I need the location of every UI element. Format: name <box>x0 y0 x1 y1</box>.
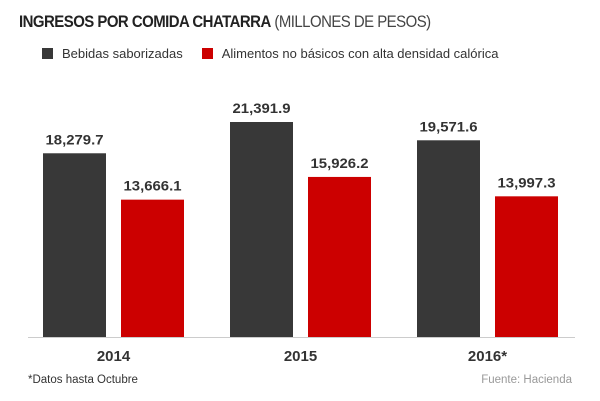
bar <box>121 199 184 337</box>
legend-swatch <box>42 48 53 59</box>
data-label: 13,666.1 <box>124 178 182 194</box>
footnote: *Datos hasta Octubre <box>28 374 138 386</box>
data-label: 18,279.7 <box>46 131 104 147</box>
bar <box>495 196 558 337</box>
data-label: 21,391.9 <box>233 100 291 116</box>
legend-item-alimentos: Alimentos no básicos con alta densidad c… <box>201 46 499 61</box>
source: Fuente: Hacienda <box>481 374 572 386</box>
x-tick-label: 2016* <box>468 348 507 365</box>
legend-label: Bebidas saborizadas <box>62 46 183 61</box>
bar <box>308 176 371 337</box>
data-label: 15,926.2 <box>311 155 369 171</box>
bar <box>43 153 106 337</box>
data-label: 13,997.3 <box>498 174 556 190</box>
x-tick-label: 2015 <box>284 348 317 365</box>
x-tick-label: 2014 <box>97 348 131 365</box>
chart-title: INGRESOS POR COMIDA CHATARRA (MILLONES D… <box>19 12 431 32</box>
bar <box>230 122 293 337</box>
title-main: INGRESOS POR COMIDA CHATARRA <box>19 12 271 31</box>
legend: Bebidas saborizadas Alimentos no básicos… <box>42 46 517 61</box>
bar <box>417 140 480 337</box>
legend-item-bebidas: Bebidas saborizadas <box>42 46 183 61</box>
legend-label: Alimentos no básicos con alta densidad c… <box>221 46 499 61</box>
data-label: 19,571.6 <box>420 118 478 134</box>
legend-swatch <box>201 48 213 59</box>
title-subtitle: (MILLONES DE PESOS) <box>274 12 431 31</box>
